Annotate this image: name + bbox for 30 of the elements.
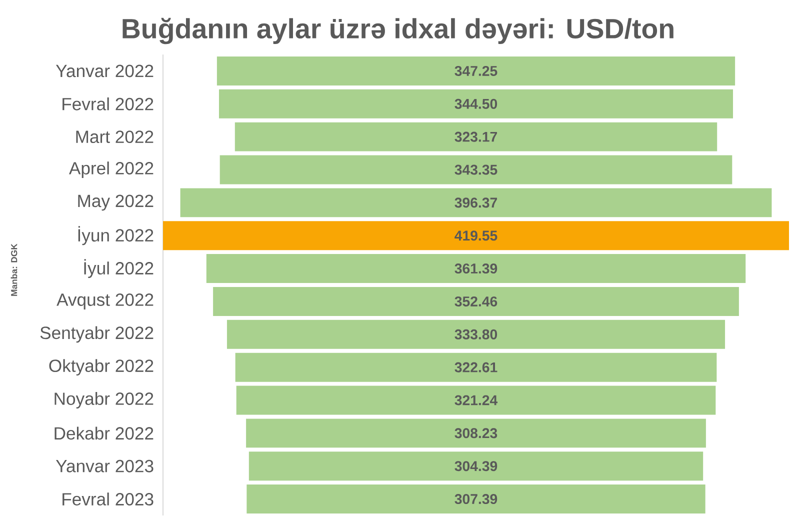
data-label: 347.25	[454, 66, 498, 76]
data-label: 322.61	[454, 362, 498, 372]
data-label: 419.55	[454, 230, 498, 241]
category-label: Dekabr 2022	[54, 426, 154, 440]
category-label: Avqust 2022	[56, 293, 154, 310]
data-label: 308.23	[454, 428, 498, 438]
data-label: 333.80	[454, 329, 498, 340]
data-label: 361.39	[454, 264, 498, 274]
category-label: Fevral 2022	[62, 97, 154, 110]
data-label: 343.35	[454, 164, 498, 175]
category-label: İyul 2022	[84, 259, 154, 278]
category-label: Fevral 2023	[62, 492, 154, 506]
text: Manba: DGK	[10, 244, 18, 296]
data-label: 344.50	[454, 98, 498, 109]
category-label: Sentyabr 2022	[40, 326, 154, 343]
data-label: 304.39	[454, 461, 498, 472]
category-label: Noyabr 2022	[54, 392, 154, 408]
category-label: Yanvar 2022	[56, 64, 154, 78]
category-label: Oktyabr 2022	[49, 359, 154, 376]
data-label: 321.24	[454, 395, 498, 406]
data-label: 307.39	[454, 494, 498, 504]
data-label: 323.17	[454, 132, 497, 142]
category-label: Mart 2022	[76, 130, 154, 144]
data-label: 396.37	[454, 198, 497, 208]
category-label: May 2022	[78, 194, 154, 211]
data-label: 352.46	[454, 296, 498, 306]
category-label: Aprel 2022	[68, 162, 154, 178]
category-label: İyun 2022	[78, 226, 154, 246]
text: Buğdanın aylar üzrə idxal dəyəri: USD/ton	[122, 18, 674, 44]
category-label: Yanvar 2023	[56, 460, 154, 472]
